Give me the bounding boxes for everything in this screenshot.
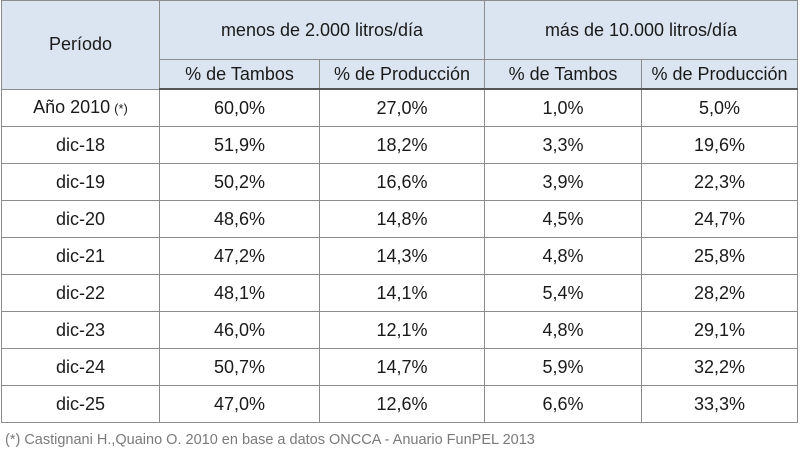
period-cell: dic-18 xyxy=(1,126,160,164)
table-row: dic-22 48,1% 14,1% 5,4% 28,2% xyxy=(1,274,798,312)
period-cell: dic-25 xyxy=(1,385,160,423)
period-cell: dic-23 xyxy=(1,311,160,349)
table-row: dic-19 50,2% 16,6% 3,9% 22,3% xyxy=(1,163,798,201)
value-cell: 1,0% xyxy=(484,88,642,127)
value-cell: 32,2% xyxy=(641,348,798,386)
table-row: Año 2010 (*) 60,0% 27,0% 1,0% 5,0% xyxy=(1,88,798,127)
value-cell: 24,7% xyxy=(641,200,798,238)
group-header-small: menos de 2.000 litros/día xyxy=(159,0,485,60)
sub-header-produccion-large: % de Producción xyxy=(641,59,798,90)
period-label: Año 2010 xyxy=(33,97,111,118)
value-cell: 48,1% xyxy=(159,274,320,312)
table-header: Período menos de 2.000 litros/día más de… xyxy=(1,0,798,90)
period-cell: dic-19 xyxy=(1,163,160,201)
value-cell: 29,1% xyxy=(641,311,798,349)
value-cell: 14,7% xyxy=(319,348,485,386)
value-cell: 50,2% xyxy=(159,163,320,201)
table-row: dic-20 48,6% 14,8% 4,5% 24,7% xyxy=(1,200,798,238)
value-cell: 4,8% xyxy=(484,311,642,349)
period-cell: dic-20 xyxy=(1,200,160,238)
table-row: dic-24 50,7% 14,7% 5,9% 32,2% xyxy=(1,348,798,386)
table-row: dic-21 47,2% 14,3% 4,8% 25,8% xyxy=(1,237,798,275)
value-cell: 28,2% xyxy=(641,274,798,312)
value-cell: 51,9% xyxy=(159,126,320,164)
value-cell: 3,3% xyxy=(484,126,642,164)
sub-header-tambos-small: % de Tambos xyxy=(159,59,320,90)
period-cell: dic-24 xyxy=(1,348,160,386)
sub-header-produccion-small: % de Producción xyxy=(319,59,485,90)
value-cell: 22,3% xyxy=(641,163,798,201)
value-cell: 14,3% xyxy=(319,237,485,275)
value-cell: 14,1% xyxy=(319,274,485,312)
value-cell: 46,0% xyxy=(159,311,320,349)
value-cell: 18,2% xyxy=(319,126,485,164)
value-cell: 16,6% xyxy=(319,163,485,201)
period-cell: Año 2010 (*) xyxy=(1,88,160,127)
period-cell: dic-22 xyxy=(1,274,160,312)
value-cell: 14,8% xyxy=(319,200,485,238)
value-cell: 50,7% xyxy=(159,348,320,386)
table-row: dic-23 46,0% 12,1% 4,8% 29,1% xyxy=(1,311,798,349)
table-body: Año 2010 (*) 60,0% 27,0% 1,0% 5,0% dic-18… xyxy=(1,88,798,423)
value-cell: 25,8% xyxy=(641,237,798,275)
value-cell: 6,6% xyxy=(484,385,642,423)
table-row: dic-25 47,0% 12,6% 6,6% 33,3% xyxy=(1,385,798,423)
value-cell: 12,1% xyxy=(319,311,485,349)
value-cell: 33,3% xyxy=(641,385,798,423)
table-row: dic-18 51,9% 18,2% 3,3% 19,6% xyxy=(1,126,798,164)
value-cell: 27,0% xyxy=(319,88,485,127)
footnote-marker: (*) xyxy=(114,101,128,117)
value-cell: 5,0% xyxy=(641,88,798,127)
value-cell: 4,5% xyxy=(484,200,642,238)
period-header: Período xyxy=(1,0,160,90)
value-cell: 5,9% xyxy=(484,348,642,386)
sub-header-tambos-large: % de Tambos xyxy=(484,59,642,90)
period-cell: dic-21 xyxy=(1,237,160,275)
source-footnote: (*) Castignani H.,Quaino O. 2010 en base… xyxy=(5,432,535,448)
value-cell: 48,6% xyxy=(159,200,320,238)
value-cell: 12,6% xyxy=(319,385,485,423)
value-cell: 4,8% xyxy=(484,237,642,275)
group-header-large: más de 10.000 litros/día xyxy=(484,0,798,60)
value-cell: 47,2% xyxy=(159,237,320,275)
value-cell: 60,0% xyxy=(159,88,320,127)
value-cell: 5,4% xyxy=(484,274,642,312)
data-table: Período menos de 2.000 litros/día más de… xyxy=(1,0,798,423)
value-cell: 3,9% xyxy=(484,163,642,201)
value-cell: 47,0% xyxy=(159,385,320,423)
value-cell: 19,6% xyxy=(641,126,798,164)
